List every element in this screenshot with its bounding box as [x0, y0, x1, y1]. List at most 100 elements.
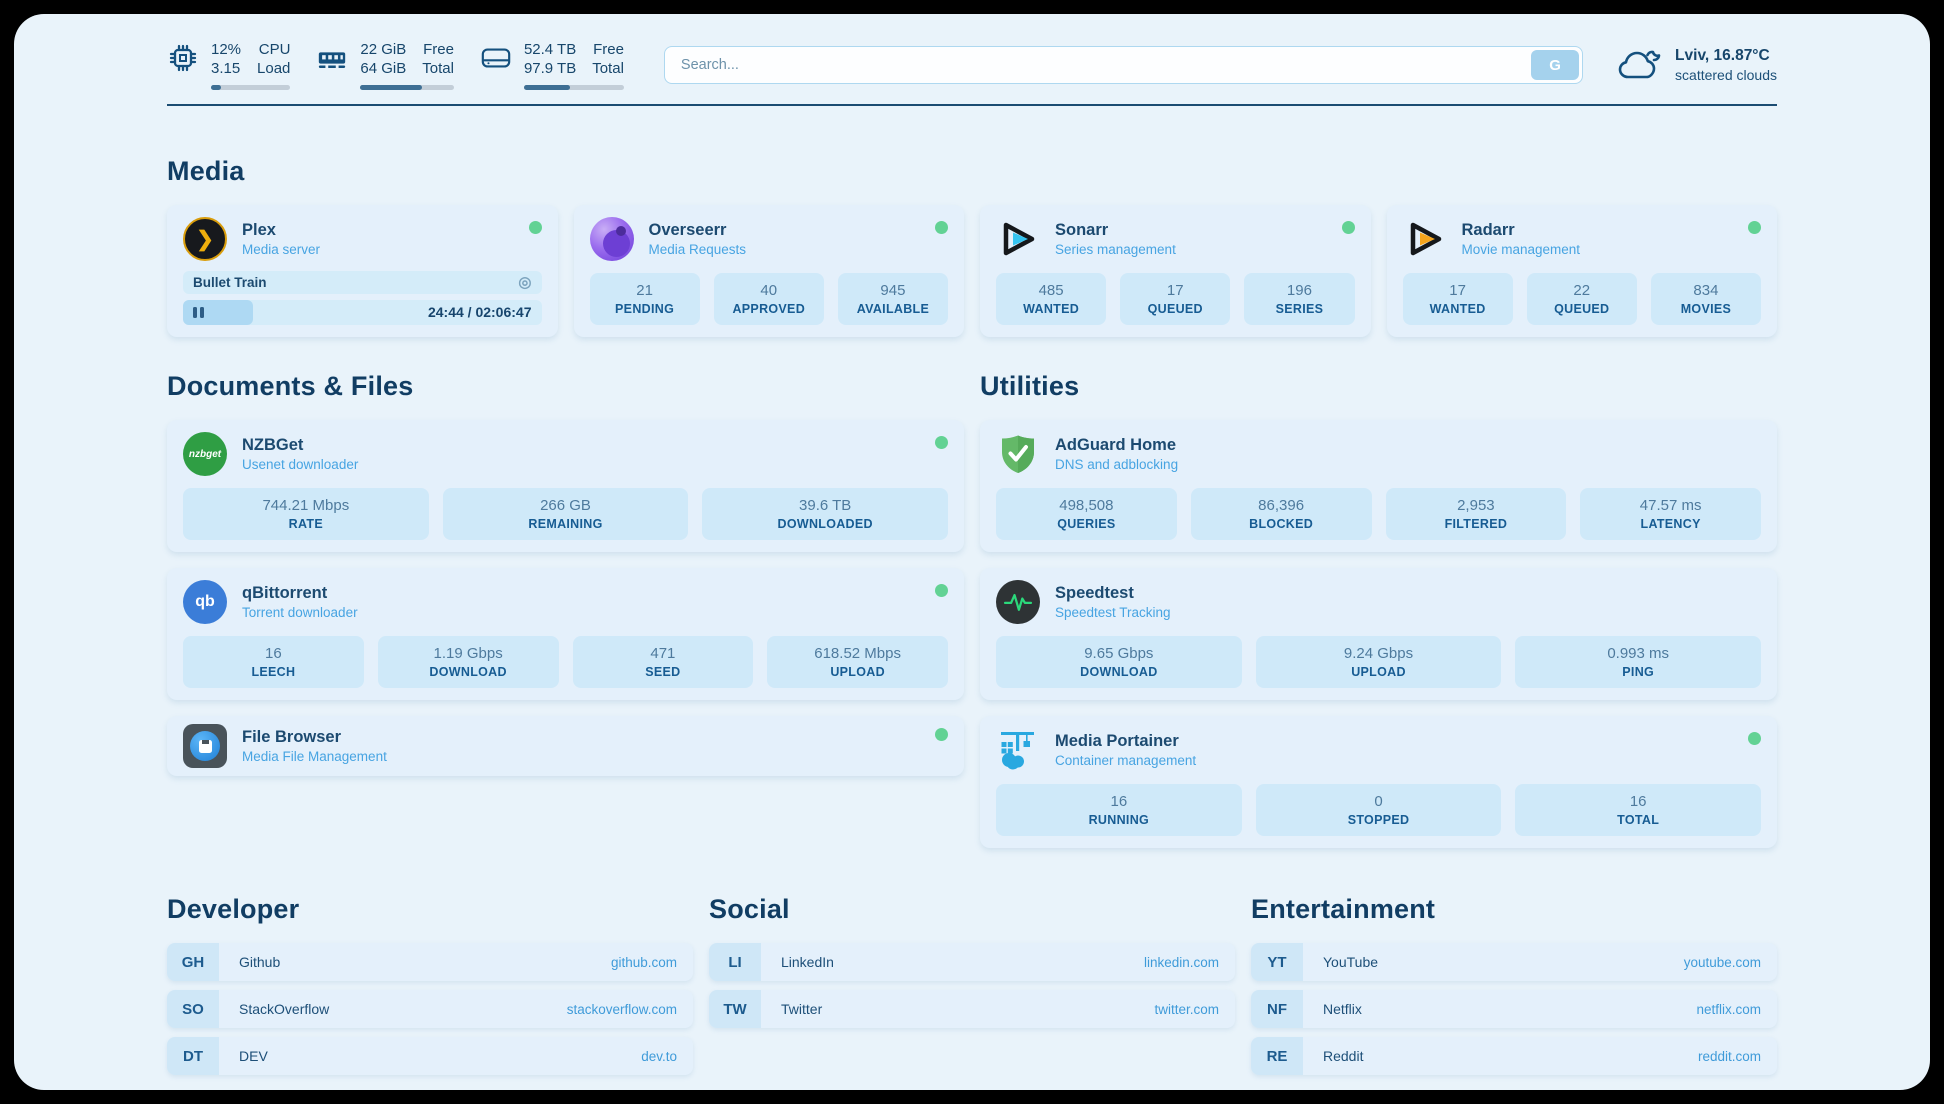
link-github[interactable]: GH Github github.com — [167, 943, 693, 981]
adguard-shield-icon — [996, 432, 1040, 476]
link-linkedin[interactable]: LI LinkedIn linkedin.com — [709, 943, 1235, 981]
section-title-developer: Developer — [167, 894, 300, 924]
app-subtitle: DNS and adblocking — [1055, 456, 1179, 472]
stat-blocked: 86,396 BLOCKED — [1190, 488, 1372, 540]
stat-filtered: 2,953 FILTERED — [1385, 488, 1567, 540]
app-card-speedtest[interactable]: Speedtest Speedtest Tracking 9.65 Gbps D… — [980, 568, 1777, 700]
app-card-plex[interactable]: ❯ Plex Media server Bullet Train ◎ — [167, 205, 558, 337]
stat-approved: 40 APPROVED — [713, 273, 824, 325]
cpu-widget: 12% 3.15 CPU Load — [167, 40, 291, 90]
ram-total-label: Total — [422, 60, 454, 77]
search-bar: G — [663, 46, 1584, 84]
link-name: StackOverflow — [239, 1001, 330, 1017]
link-stackoverflow[interactable]: SO StackOverflow stackoverflow.com — [167, 990, 693, 1028]
section-social: Social LI LinkedIn linkedin.com TW Twitt… — [709, 894, 1235, 1028]
app-card-nzbget[interactable]: nzbget NZBGet Usenet downloader 744.21 M… — [167, 420, 964, 552]
link-name: LinkedIn — [781, 954, 834, 970]
link-netflix[interactable]: NF Netflix netflix.com — [1251, 990, 1777, 1028]
stat-downloaded: 39.6 TB DOWNLOADED — [702, 488, 949, 540]
app-title: File Browser — [242, 727, 342, 746]
radarr-icon — [1403, 217, 1447, 261]
dashboard-panel: 12% 3.15 CPU Load — [14, 14, 1930, 1090]
app-card-radarr[interactable]: Radarr Movie management 17 WANTED 22 QUE… — [1386, 205, 1777, 337]
filebrowser-icon — [183, 724, 227, 768]
plex-progress-row[interactable]: 24:44 / 02:06:47 — [183, 300, 542, 325]
qbittorrent-icon: qb — [183, 580, 227, 624]
app-subtitle: Media Requests — [648, 241, 747, 257]
link-reddit[interactable]: RE Reddit reddit.com — [1251, 1037, 1777, 1075]
stat-pending: 21 PENDING — [589, 273, 700, 325]
section-title-documents: Documents & Files — [167, 371, 414, 401]
app-card-portainer[interactable]: Media Portainer Container management 16 … — [980, 716, 1777, 848]
plex-icon: ❯ — [183, 217, 227, 261]
link-url[interactable]: github.com — [610, 954, 677, 970]
stat-wanted: 17 WANTED — [1402, 273, 1513, 325]
disk-total-label: Total — [592, 60, 624, 77]
cpu-load-value: 3.15 — [211, 60, 241, 77]
overseerr-icon — [589, 217, 634, 261]
plex-time-display: 24:44 / 02:06:47 — [427, 304, 532, 320]
stat-leech: 16 LEECH — [183, 636, 364, 688]
app-card-adguard[interactable]: AdGuard Home DNS and adblocking 498,508 … — [980, 420, 1777, 552]
search-engine-button[interactable]: G — [1531, 50, 1580, 80]
plex-now-playing-row: Bullet Train ◎ — [183, 271, 542, 294]
disk-total-value: 97.9 TB — [523, 60, 577, 77]
cloud-icon — [1618, 50, 1661, 79]
link-url[interactable]: linkedin.com — [1143, 954, 1219, 970]
disk-progress-track — [523, 85, 624, 90]
section-title-social: Social — [709, 894, 790, 924]
topbar-divider — [167, 104, 1777, 106]
section-documents: Documents & Files nzbget NZBGet Usenet d… — [167, 371, 964, 776]
app-subtitle: Movie management — [1461, 241, 1581, 257]
link-twitter[interactable]: TW Twitter twitter.com — [709, 990, 1235, 1028]
app-title: Sonarr — [1055, 220, 1109, 239]
section-title-utilities: Utilities — [980, 371, 1080, 401]
link-url[interactable]: twitter.com — [1154, 1001, 1219, 1017]
app-title: Media Portainer — [1055, 731, 1179, 750]
link-url[interactable]: youtube.com — [1683, 954, 1761, 970]
app-card-filebrowser[interactable]: File Browser Media File Management — [167, 716, 964, 776]
link-url[interactable]: netflix.com — [1696, 1001, 1761, 1017]
pause-icon[interactable] — [193, 307, 204, 318]
app-subtitle: Series management — [1055, 241, 1176, 257]
link-abbr: DT — [167, 1037, 219, 1075]
status-online-dot — [1748, 732, 1761, 745]
status-online-dot — [1748, 221, 1761, 234]
weather-widget: Lviv, 16.87°C scattered clouds — [1617, 46, 1777, 85]
section-utilities: Utilities — [980, 371, 1777, 848]
link-name: Github — [239, 954, 281, 970]
weather-condition: scattered clouds — [1675, 66, 1777, 83]
nzbget-icon: nzbget — [183, 432, 227, 476]
stat-total: 16 TOTAL — [1515, 784, 1762, 836]
link-abbr: SO — [167, 990, 219, 1028]
app-card-qbittorrent[interactable]: qb qBittorrent Torrent downloader 16 LEE… — [167, 568, 964, 700]
link-name: Reddit — [1323, 1048, 1364, 1064]
app-subtitle: Speedtest Tracking — [1055, 604, 1171, 620]
disk-progress-fill — [523, 85, 570, 90]
section-entertainment: Entertainment YT YouTube youtube.com NF … — [1251, 894, 1777, 1075]
plex-now-playing-title: Bullet Train — [193, 275, 267, 290]
ram-free-label: Free — [423, 41, 454, 58]
stream-settings-icon[interactable]: ◎ — [518, 274, 532, 291]
app-title: Radarr — [1461, 220, 1515, 239]
app-card-sonarr[interactable]: Sonarr Series management 485 WANTED 17 Q… — [980, 205, 1371, 337]
app-subtitle: Media File Management — [242, 748, 387, 764]
ram-progress-track — [360, 85, 454, 90]
link-url[interactable]: stackoverflow.com — [566, 1001, 677, 1017]
app-subtitle: Torrent downloader — [242, 604, 358, 620]
link-url[interactable]: reddit.com — [1697, 1048, 1761, 1064]
link-youtube[interactable]: YT YouTube youtube.com — [1251, 943, 1777, 981]
status-online-dot — [935, 221, 948, 234]
search-input[interactable] — [663, 46, 1584, 84]
status-online-dot — [935, 584, 948, 597]
app-subtitle: Usenet downloader — [242, 456, 359, 472]
status-online-dot — [935, 436, 948, 449]
stat-series: 196 SERIES — [1244, 273, 1355, 325]
link-dev[interactable]: DT DEV dev.to — [167, 1037, 693, 1075]
link-name: Twitter — [781, 1001, 823, 1017]
app-card-overseerr[interactable]: Overseerr Media Requests 21 PENDING 40 A… — [573, 205, 964, 337]
link-url[interactable]: dev.to — [641, 1048, 677, 1064]
stat-latency: 47.57 ms LATENCY — [1580, 488, 1761, 540]
weather-location-temp: Lviv, 16.87°C — [1675, 46, 1770, 64]
stat-rate: 744.21 Mbps RATE — [183, 488, 429, 540]
